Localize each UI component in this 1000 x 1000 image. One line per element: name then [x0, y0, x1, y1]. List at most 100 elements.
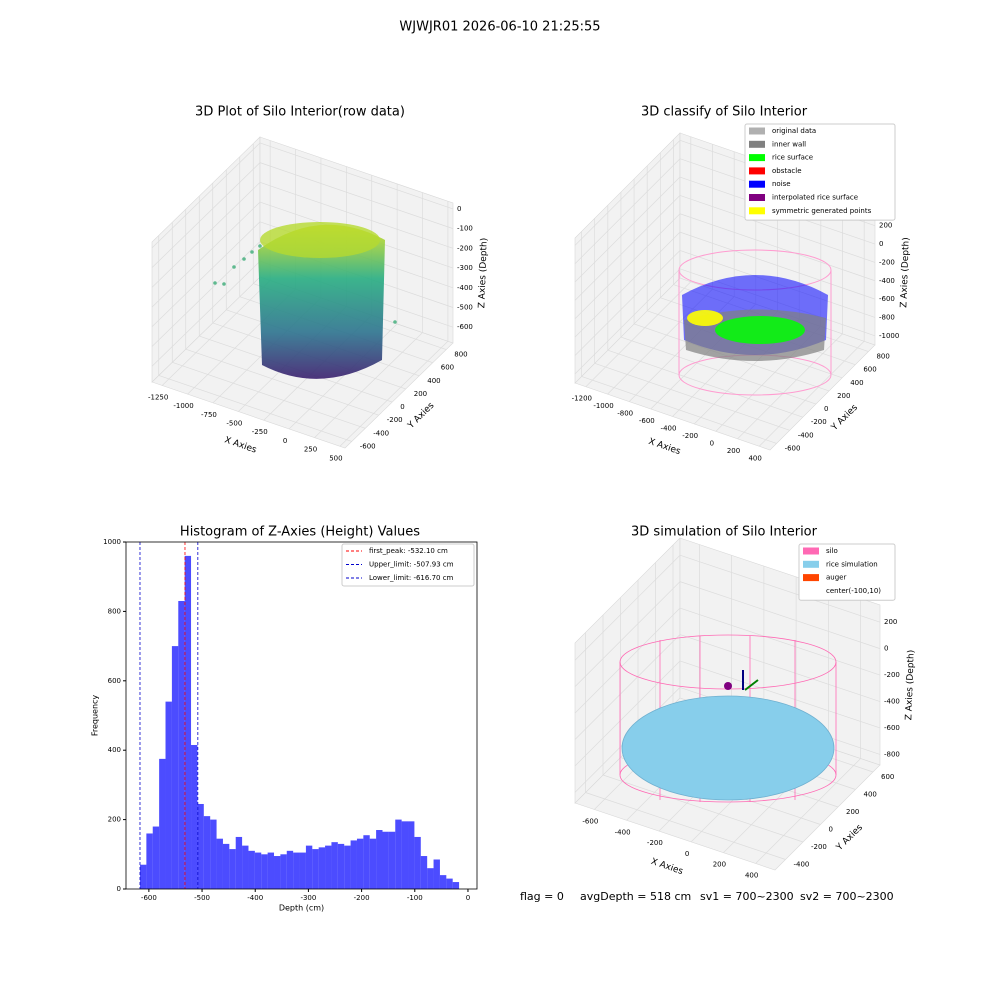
grid-line	[151, 201, 261, 308]
y-tick-label: 0	[829, 826, 833, 834]
x-tick-label: -400	[247, 894, 263, 902]
y-tick-label: 0	[117, 885, 121, 893]
x-tick-label: -1000	[173, 402, 193, 410]
grid-line	[172, 361, 366, 429]
bar	[446, 878, 453, 889]
z-tick-label: -400	[884, 698, 900, 706]
y-tick-label: -400	[794, 861, 810, 869]
grid-line	[679, 195, 876, 263]
x-tick-label: -100	[407, 894, 423, 902]
chart-title: Histogram of Z-Axies (Height) Values	[180, 525, 420, 540]
z-tick-label: -100	[457, 225, 473, 233]
grid-line	[259, 182, 454, 249]
bar	[280, 854, 287, 889]
legend-swatch	[749, 154, 765, 162]
z-tick-label: -200	[879, 258, 895, 266]
x-axis-label: X Axies	[223, 435, 258, 455]
bar	[318, 847, 326, 889]
bar	[165, 701, 172, 889]
bar	[356, 838, 364, 889]
x-tick-label: -400	[661, 425, 677, 433]
y-tick-label: 200	[108, 816, 121, 824]
legend-swatch	[749, 140, 765, 148]
bar	[242, 845, 249, 889]
y-tick-label: -600	[360, 442, 376, 450]
status-text: sv1 = 700~2300	[700, 890, 794, 903]
grid-line	[574, 213, 681, 320]
bar	[439, 875, 447, 889]
bar	[395, 819, 402, 889]
bar	[388, 831, 396, 889]
legend-box	[798, 543, 896, 601]
bar	[191, 744, 198, 889]
z-tick-label: -200	[457, 244, 473, 252]
y-tick-label: 400	[864, 791, 877, 799]
bar	[433, 859, 440, 889]
grid-line	[185, 348, 379, 416]
bar	[274, 856, 281, 889]
y-tick-label: 800	[108, 607, 121, 615]
chart-title: 3D simulation of Silo Interior	[631, 525, 818, 540]
bar	[254, 852, 262, 889]
x-tick-label: -200	[647, 839, 663, 847]
legend-label: obstacle	[772, 167, 802, 175]
grid-line	[314, 332, 423, 438]
z-tick-label: -600	[884, 724, 900, 732]
grid-line	[574, 581, 681, 687]
legend-label: rice simulation	[826, 560, 878, 568]
x-tick-label: -500	[194, 894, 210, 902]
legend-label: interpolated rice surface	[772, 194, 858, 202]
y-axis-label: Y Axies	[406, 401, 437, 432]
y-tick-label: -200	[811, 843, 827, 851]
grid-line	[607, 349, 803, 418]
status-text: sv2 = 700~2300	[800, 890, 894, 903]
bar	[229, 849, 236, 889]
grid-line	[574, 231, 681, 338]
grid-line	[574, 250, 681, 356]
x-tick-label: -800	[617, 410, 633, 418]
bar	[203, 816, 211, 889]
legend-swatch	[749, 194, 765, 201]
bar	[210, 819, 217, 889]
status-text: flag = 0	[520, 890, 564, 903]
y-tick-label: 400	[427, 377, 440, 385]
grid-line	[679, 660, 881, 729]
bar	[222, 843, 230, 889]
y-tick-label: 600	[881, 773, 894, 781]
x-tick-label: -200	[354, 894, 370, 902]
grid-line	[151, 142, 261, 249]
grid-line	[151, 221, 261, 328]
axes-frame	[125, 541, 478, 890]
x-tick-label: 200	[713, 861, 726, 869]
bar	[331, 842, 338, 889]
bar	[152, 826, 160, 889]
z-tick-label: -600	[879, 295, 895, 303]
y-tick-label: -400	[798, 431, 814, 439]
legend-swatch	[749, 207, 765, 215]
z-tick-label: 200	[884, 618, 897, 626]
y-tick-label: 400	[108, 746, 121, 754]
legend-label: noise	[772, 180, 791, 188]
legend-box	[341, 543, 475, 587]
bar	[401, 821, 409, 889]
legend-box	[744, 123, 896, 221]
legend-swatch	[749, 127, 765, 135]
bar	[337, 843, 345, 889]
y-tick-label: -400	[373, 429, 389, 437]
legend-label: symmetric generated points	[772, 207, 872, 215]
z-tick-label: 0	[884, 645, 888, 653]
y-tick-label: 200	[846, 808, 859, 816]
legend-label: original data	[772, 127, 816, 135]
z-tick-label: -400	[457, 284, 473, 292]
x-tick-label: -600	[141, 894, 157, 902]
grid-line	[755, 758, 861, 864]
bar	[414, 836, 421, 889]
bar	[299, 852, 306, 889]
grid-line	[594, 362, 790, 431]
bar	[376, 830, 383, 889]
bar	[248, 850, 255, 889]
grid-line	[602, 774, 804, 843]
grid-line	[259, 162, 454, 229]
z-tick-label: -500	[457, 304, 473, 312]
z-tick-label: -600	[457, 323, 473, 331]
